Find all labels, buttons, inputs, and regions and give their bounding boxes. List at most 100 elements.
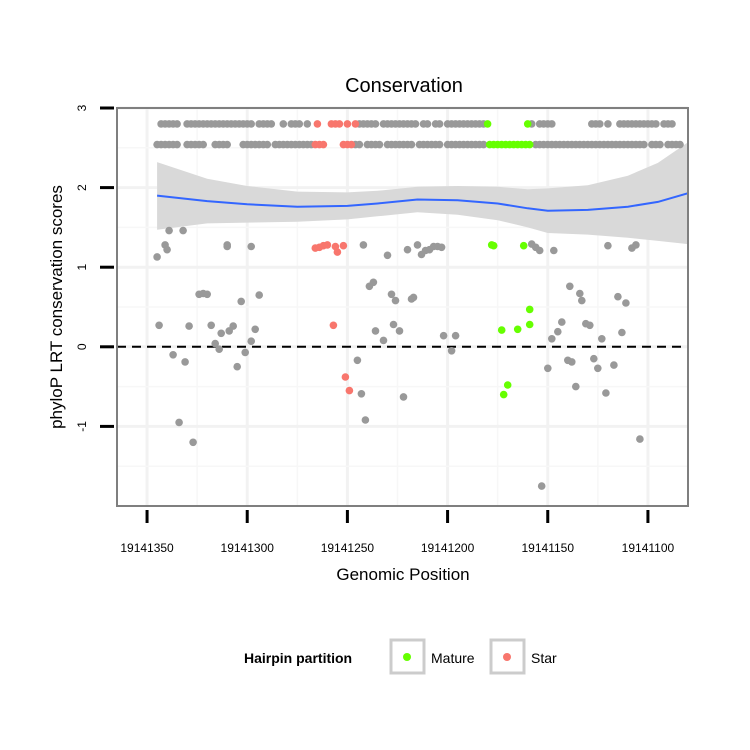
x-tick-label: 19141250 [321,541,375,555]
x-tick-label: 19141300 [221,541,275,555]
point-other [568,358,576,366]
y-tick-label: 1 [75,264,89,271]
point-other [550,246,558,255]
point-other [371,120,380,128]
point-mature [497,326,506,334]
point-other [263,140,272,149]
point-other [371,327,380,335]
legend-title: Hairpin partition [244,650,352,666]
point-other [163,245,171,254]
point-other [185,322,193,330]
point-other [537,482,546,490]
point-other [217,329,225,338]
point-other [233,362,241,371]
point-other [173,140,181,149]
legend-marker-mature [403,653,411,661]
y-axis-title: phyloP LRT conservation scores [47,185,66,429]
point-other [437,243,446,252]
point-other [387,290,396,299]
point-star [351,120,360,128]
point-other [155,321,163,330]
point-other [279,120,288,128]
point-other [411,120,420,128]
legend-key-star [489,638,526,675]
point-other [622,299,630,307]
point-other [353,356,362,365]
point-other [610,361,618,369]
point-mature [525,140,534,149]
point-other [439,331,448,340]
point-other [357,390,366,398]
point-other [389,320,398,329]
point-other [602,389,610,397]
point-other [413,241,422,249]
point-other [548,335,556,343]
point-other [295,120,304,128]
point-other [395,327,404,335]
legend-label-mature: Mature [431,650,475,666]
point-mature [525,320,534,329]
point-mature [489,241,498,250]
point-other [303,120,312,128]
point-star [347,140,356,149]
point-other [407,140,416,149]
point-other [229,322,237,330]
y-axis: -1 0 1 2 3 [75,104,114,432]
point-other [207,321,215,330]
point-other [189,438,197,447]
point-other [223,140,231,149]
point-mature [483,120,492,128]
point-other [479,140,488,149]
y-tick-label: 2 [75,184,89,191]
point-star [313,120,322,128]
point-other [165,226,173,235]
point-other [576,289,584,298]
point-other [361,416,370,424]
series-star [311,120,360,395]
point-other [247,242,255,251]
point-other [379,336,388,345]
series-mature [483,120,534,399]
point-other [604,120,612,128]
point-other [566,282,574,291]
point-other [676,140,684,149]
legend-label-star: Star [531,650,557,666]
point-other [435,140,444,149]
point-star [345,386,354,395]
point-other [403,245,412,254]
x-tick-label: 19141100 [622,541,675,555]
point-other [255,291,263,299]
point-other [668,120,676,128]
point-other [375,140,384,149]
legend: Hairpin partition Mature Star [244,638,557,675]
chart-title: Conservation [345,75,463,97]
point-star [341,373,350,381]
point-other [656,140,664,149]
point-other [153,253,161,261]
smooth-trend-line [156,192,688,212]
point-other [215,345,223,354]
legend-marker-star [503,653,511,661]
point-other [596,120,604,128]
point-mature [513,325,522,334]
point-other [173,120,181,128]
point-star [329,321,338,330]
point-other [383,251,392,260]
point-mature [519,241,528,250]
point-other [548,120,556,128]
data-points [153,120,684,490]
point-other [223,241,231,249]
point-star [339,241,348,250]
confidence-band [157,142,688,245]
point-mature [523,120,532,128]
point-other [211,339,219,348]
point-other [618,328,626,337]
point-other [241,348,249,357]
point-other [203,290,211,299]
point-other [590,354,598,363]
point-star [323,241,332,249]
point-star [319,140,328,149]
point-other [640,140,648,149]
point-other [247,337,255,346]
